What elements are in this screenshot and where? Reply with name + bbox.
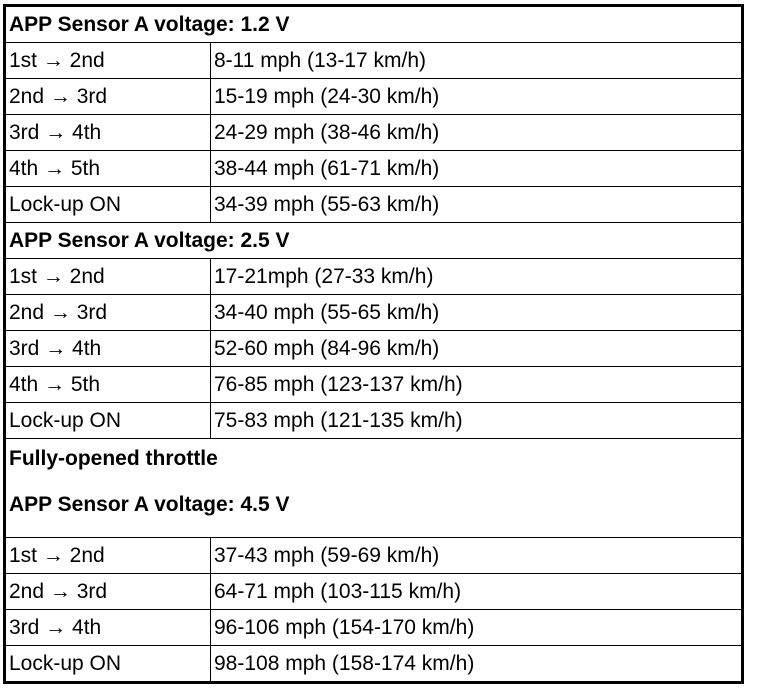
section-heading: APP Sensor A voltage: 4.5 V [9, 493, 290, 517]
section-header-row: APP Sensor A voltage: 1.2 V [4, 5, 743, 43]
speed-cell: 24-29 mph (38-46 km/h) [210, 114, 743, 151]
speed-cell: 75-83 mph (121-135 km/h) [210, 402, 743, 439]
shift-cell: Lock-up ON [4, 645, 211, 683]
speed-cell: 38-44 mph (61-71 km/h) [210, 150, 743, 187]
shift-cell: 2nd → 3rd [4, 78, 211, 115]
table-row: 3rd → 4th 24-29 mph (38-46 km/h) [4, 114, 743, 151]
speed-cell: 8-11 mph (13-17 km/h) [210, 42, 743, 79]
speed-cell: 34-39 mph (55-63 km/h) [210, 186, 743, 223]
speed-cell: 17-21mph (27-33 km/h) [210, 258, 743, 295]
shift-cell: 4th → 5th [4, 150, 211, 187]
table-row: 2nd → 3rd 64-71 mph (103-115 km/h) [4, 573, 743, 610]
speed-cell: 76-85 mph (123-137 km/h) [210, 366, 743, 403]
table-row: 1st → 2nd 37-43 mph (59-69 km/h) [4, 537, 743, 574]
shift-cell: 1st → 2nd [4, 258, 211, 295]
shift-cell: 3rd → 4th [4, 114, 211, 151]
table-row: 4th → 5th 38-44 mph (61-71 km/h) [4, 150, 743, 187]
section-heading-block: Fully-opened throttle APP Sensor A volta… [4, 438, 743, 538]
shift-cell: 2nd → 3rd [4, 294, 211, 331]
shift-cell: 3rd → 4th [4, 330, 211, 367]
section-heading: APP Sensor A voltage: 2.5 V [4, 222, 743, 259]
section-heading: APP Sensor A voltage: 1.2 V [4, 5, 743, 43]
table-row: Lock-up ON 75-83 mph (121-135 km/h) [4, 402, 743, 439]
table-row: 3rd → 4th 96-106 mph (154-170 km/h) [4, 609, 743, 646]
shift-speed-table: APP Sensor A voltage: 1.2 V 1st → 2nd 8-… [3, 4, 744, 684]
table-row: 1st → 2nd 17-21mph (27-33 km/h) [4, 258, 743, 295]
shift-cell: 2nd → 3rd [4, 573, 211, 610]
table-row: 1st → 2nd 8-11 mph (13-17 km/h) [4, 42, 743, 79]
speed-cell: 34-40 mph (55-65 km/h) [210, 294, 743, 331]
speed-cell: 64-71 mph (103-115 km/h) [210, 573, 743, 610]
speed-cell: 37-43 mph (59-69 km/h) [210, 537, 743, 574]
table-row: 3rd → 4th 52-60 mph (84-96 km/h) [4, 330, 743, 367]
table-row: 2nd → 3rd 15-19 mph (24-30 km/h) [4, 78, 743, 115]
section-header-row: Fully-opened throttle APP Sensor A volta… [4, 438, 743, 538]
speed-cell: 15-19 mph (24-30 km/h) [210, 78, 743, 115]
speed-cell: 96-106 mph (154-170 km/h) [210, 609, 743, 646]
shift-cell: 1st → 2nd [4, 537, 211, 574]
table-row: 4th → 5th 76-85 mph (123-137 km/h) [4, 366, 743, 403]
speed-cell: 52-60 mph (84-96 km/h) [210, 330, 743, 367]
speed-cell: 98-108 mph (158-174 km/h) [210, 645, 743, 683]
table-row: Lock-up ON 98-108 mph (158-174 km/h) [4, 645, 743, 683]
section-header-row: APP Sensor A voltage: 2.5 V [4, 222, 743, 259]
shift-cell: 3rd → 4th [4, 609, 211, 646]
table-row: 2nd → 3rd 34-40 mph (55-65 km/h) [4, 294, 743, 331]
section-subheading: Fully-opened throttle [9, 447, 218, 470]
shift-cell: 4th → 5th [4, 366, 211, 403]
shift-cell: Lock-up ON [4, 402, 211, 439]
table-row: Lock-up ON 34-39 mph (55-63 km/h) [4, 186, 743, 223]
shift-cell: 1st → 2nd [4, 42, 211, 79]
shift-cell: Lock-up ON [4, 186, 211, 223]
